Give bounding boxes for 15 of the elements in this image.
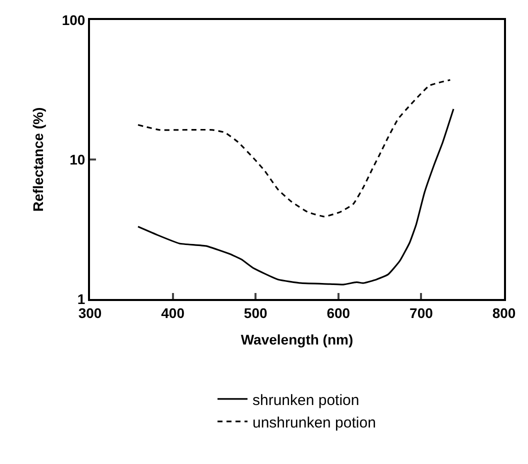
x-axis-title: Wavelength (nm)	[240, 332, 354, 348]
line-series	[137, 108, 454, 286]
y-tick-label: 1	[77, 290, 86, 307]
legend-label: shrunken potion	[252, 392, 360, 409]
y-axis-title: Reflectance (%)	[30, 107, 46, 212]
y-tick-label: 10	[70, 151, 86, 168]
y-tick-label: 100	[62, 12, 86, 28]
x-tick-label: 500	[244, 304, 268, 321]
x-tick-label: 800	[492, 304, 516, 321]
x-tick-label: 300	[78, 304, 102, 321]
x-tick-label: 700	[410, 304, 434, 321]
legend-label: unshrunken potion	[252, 414, 376, 432]
line-series	[137, 79, 451, 218]
x-tick-label: 600	[326, 304, 350, 321]
x-tick-label: 400	[161, 304, 185, 321]
